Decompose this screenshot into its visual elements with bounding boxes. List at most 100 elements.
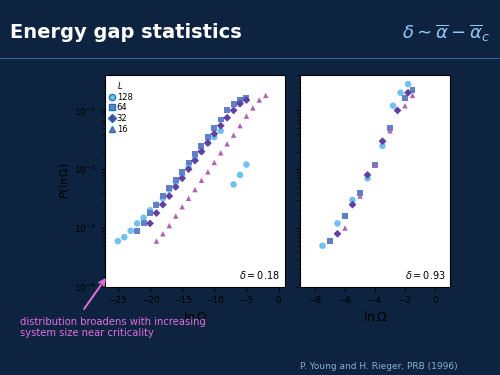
Point bbox=[191, 156, 199, 162]
Point bbox=[242, 95, 250, 101]
Point bbox=[242, 113, 250, 119]
Point bbox=[242, 162, 250, 168]
Point bbox=[236, 172, 244, 178]
Point bbox=[210, 131, 218, 137]
Point bbox=[172, 179, 179, 185]
Point bbox=[262, 92, 270, 98]
Point bbox=[204, 134, 212, 140]
Point bbox=[334, 231, 342, 237]
Point bbox=[386, 128, 394, 134]
Point bbox=[348, 197, 356, 203]
Point bbox=[184, 164, 192, 170]
Y-axis label: $P(\ln\Omega)$: $P(\ln\Omega)$ bbox=[58, 162, 70, 200]
X-axis label: $\ln\Omega$: $\ln\Omega$ bbox=[182, 310, 208, 324]
Point bbox=[378, 143, 386, 149]
Point bbox=[386, 125, 394, 131]
Point bbox=[184, 159, 192, 165]
Point bbox=[172, 177, 179, 183]
Point bbox=[184, 195, 192, 201]
Point bbox=[216, 117, 224, 123]
Point bbox=[184, 166, 192, 172]
Point bbox=[401, 103, 409, 109]
Point bbox=[166, 187, 173, 193]
Point bbox=[356, 190, 364, 196]
Point bbox=[364, 176, 372, 181]
Point bbox=[334, 220, 342, 226]
Point bbox=[223, 107, 231, 113]
Point bbox=[178, 176, 186, 181]
Point bbox=[236, 101, 244, 107]
Point bbox=[230, 101, 237, 107]
Point bbox=[152, 202, 160, 208]
Point bbox=[198, 143, 205, 149]
Point bbox=[172, 184, 179, 190]
Point bbox=[114, 238, 122, 244]
Point bbox=[159, 231, 167, 237]
Point bbox=[204, 140, 212, 146]
Point bbox=[146, 220, 154, 226]
Point bbox=[198, 148, 205, 154]
Point bbox=[204, 169, 212, 175]
Point bbox=[236, 97, 244, 103]
Point bbox=[223, 115, 231, 121]
Text: Energy gap statistics: Energy gap statistics bbox=[10, 22, 242, 42]
Point bbox=[146, 207, 154, 213]
Point bbox=[364, 172, 372, 178]
Point bbox=[216, 128, 224, 134]
Point bbox=[140, 220, 147, 226]
Text: P. Young and H. Rieger, PRB (1996): P. Young and H. Rieger, PRB (1996) bbox=[300, 362, 458, 371]
Point bbox=[394, 107, 402, 113]
Point bbox=[152, 210, 160, 216]
Point bbox=[178, 172, 186, 178]
Point bbox=[404, 90, 412, 96]
Point bbox=[159, 193, 167, 199]
Point bbox=[146, 210, 154, 216]
Point bbox=[223, 141, 231, 147]
Point bbox=[210, 125, 218, 131]
Point bbox=[216, 123, 224, 129]
Point bbox=[230, 107, 237, 113]
Point bbox=[256, 97, 264, 103]
Point bbox=[341, 213, 349, 219]
Point bbox=[404, 81, 412, 87]
Point bbox=[408, 87, 416, 93]
Point bbox=[166, 223, 173, 229]
Point bbox=[159, 195, 167, 201]
Text: $\delta \sim \overline{\alpha} - \overline{\alpha}_c$: $\delta \sim \overline{\alpha} - \overli… bbox=[402, 22, 490, 44]
Point bbox=[348, 202, 356, 208]
Point bbox=[230, 132, 237, 138]
Point bbox=[191, 158, 199, 164]
Point bbox=[166, 193, 173, 199]
Point bbox=[152, 238, 160, 244]
Point bbox=[230, 182, 237, 188]
Point bbox=[198, 148, 205, 154]
Point bbox=[371, 162, 379, 168]
Point bbox=[396, 90, 404, 96]
Point bbox=[401, 95, 409, 101]
Text: $\delta = 0.93$: $\delta = 0.93$ bbox=[404, 268, 446, 280]
Point bbox=[242, 97, 250, 103]
Point bbox=[178, 204, 186, 210]
Point bbox=[356, 193, 364, 199]
Point bbox=[318, 243, 326, 249]
Point bbox=[152, 202, 160, 208]
Point bbox=[198, 177, 205, 183]
Point bbox=[191, 151, 199, 157]
Point bbox=[236, 123, 244, 129]
Point bbox=[133, 220, 141, 226]
Text: distribution broadens with increasing
system size near criticality: distribution broadens with increasing sy… bbox=[20, 317, 206, 339]
Text: $\delta = 0.18$: $\delta = 0.18$ bbox=[238, 268, 280, 280]
Point bbox=[191, 187, 199, 193]
Point bbox=[159, 202, 167, 208]
Point bbox=[216, 150, 224, 156]
Point bbox=[120, 234, 128, 240]
Point bbox=[210, 159, 218, 165]
Point bbox=[389, 103, 397, 109]
Point bbox=[326, 238, 334, 244]
Point bbox=[204, 140, 212, 146]
Point bbox=[371, 162, 379, 168]
Point bbox=[126, 228, 134, 234]
Point bbox=[210, 134, 218, 140]
Point bbox=[378, 138, 386, 144]
Point bbox=[249, 105, 257, 111]
